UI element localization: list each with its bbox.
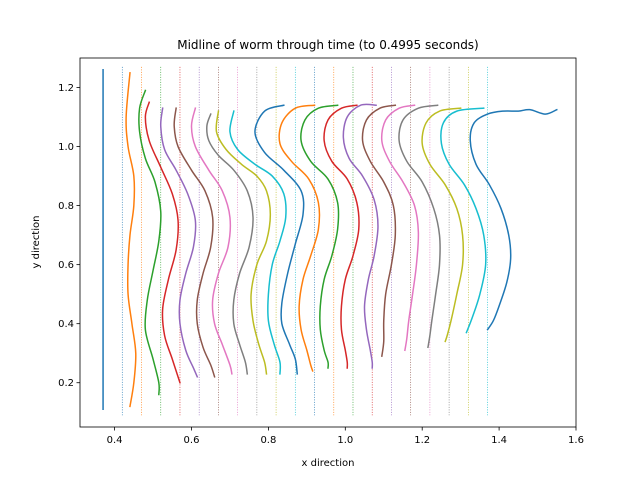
x-tick-label: 0.8 [260, 435, 276, 446]
x-tick-label: 1.2 [414, 435, 430, 446]
series-line-19 [440, 107, 487, 334]
series-line-1 [125, 71, 137, 408]
y-tick-label: 1.2 [58, 83, 74, 94]
y-tick-label: 0.8 [58, 201, 74, 212]
series-line-11 [278, 104, 321, 372]
series-line-12 [300, 104, 340, 369]
series-lines [102, 69, 558, 411]
x-axis-label: x direction [302, 458, 355, 469]
series-line-17 [398, 104, 441, 349]
axes-frame [79, 57, 577, 428]
x-tick-label: 1.4 [491, 435, 507, 446]
series-line-8 [215, 110, 272, 375]
x-tick-label: 1.6 [568, 435, 584, 446]
series-line-10 [254, 104, 305, 375]
series-line-15 [361, 104, 397, 357]
series-line-14 [342, 103, 379, 369]
series-line-16 [380, 104, 420, 352]
x-tick-label: 1.0 [337, 435, 353, 446]
y-tick-label: 0.4 [58, 319, 74, 330]
x-axis: 0.4 0.6 0.8 1.0 1.2 1.4 1.6 [107, 427, 584, 446]
series-line-4 [159, 107, 199, 378]
series-line-6 [190, 107, 233, 375]
series-line-5 [173, 107, 216, 378]
y-tick-label: 1.0 [58, 142, 74, 153]
series-line-18 [421, 107, 465, 343]
y-axis: 0.2 0.4 0.6 0.8 1.0 1.2 [58, 83, 80, 389]
series-line-13 [323, 104, 360, 369]
x-tick-label: 0.4 [107, 435, 123, 446]
series-line-2 [138, 89, 162, 396]
series-line-7 [206, 113, 254, 375]
chart-title: Midline of worm through time (to 0.4995 … [177, 38, 479, 52]
y-tick-label: 0.6 [58, 260, 74, 271]
y-axis-label: y direction [31, 216, 42, 269]
y-tick-label: 0.2 [58, 378, 74, 389]
series-line-20 [469, 108, 558, 331]
x-tick-label: 0.6 [184, 435, 200, 446]
reference-lines [121, 66, 488, 416]
series-line-3 [144, 101, 181, 384]
series-line-9 [229, 110, 287, 375]
